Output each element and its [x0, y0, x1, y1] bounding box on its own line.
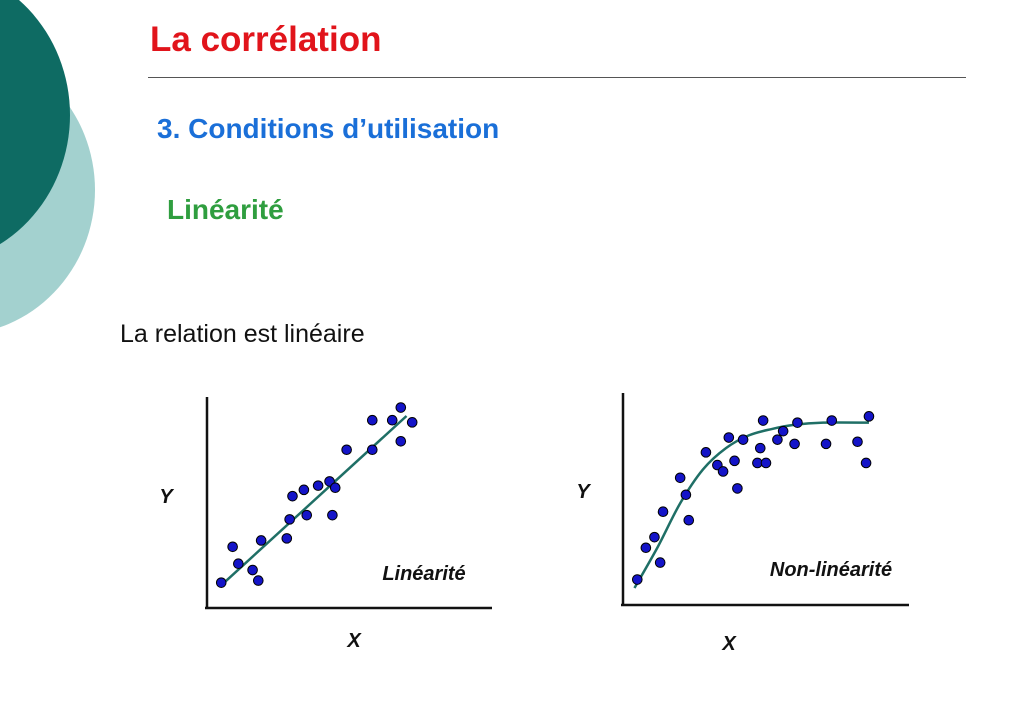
data-point — [674, 472, 686, 484]
data-point — [729, 455, 740, 467]
data-point — [792, 417, 803, 428]
data-point — [395, 402, 407, 413]
data-point — [312, 480, 324, 491]
data-point — [341, 444, 352, 456]
data-point — [852, 436, 863, 448]
data-point — [654, 557, 666, 568]
data-point — [777, 425, 789, 437]
data-point — [301, 509, 313, 521]
data-point — [233, 558, 244, 569]
data-point — [820, 438, 832, 450]
data-point — [298, 484, 310, 496]
data-point — [700, 447, 712, 458]
data-point — [826, 415, 838, 426]
data-point — [287, 490, 298, 502]
chart-label: Non-linéarité — [770, 559, 892, 581]
data-point — [406, 417, 418, 428]
data-point — [732, 483, 743, 494]
data-point — [367, 414, 378, 426]
data-point — [789, 438, 800, 450]
data-point — [255, 535, 267, 546]
data-point — [657, 506, 669, 518]
data-point — [863, 411, 875, 422]
data-point — [737, 434, 749, 445]
data-point — [760, 457, 772, 469]
section-title: 3. Conditions d’utilisation — [157, 113, 500, 144]
data-point — [632, 574, 643, 585]
data-point — [281, 533, 293, 544]
data-point — [247, 564, 258, 576]
decorative-circles — [0, 0, 120, 360]
data-point — [395, 436, 407, 447]
nonlinear-scatter-chart: Y X Non-linéarité — [576, 393, 909, 655]
title-divider — [148, 77, 966, 78]
slide-title: La corrélation — [150, 20, 382, 59]
data-point — [772, 434, 783, 445]
x-axis-label: X — [721, 633, 737, 655]
data-point — [757, 415, 769, 426]
data-point — [215, 577, 227, 588]
trend-curve — [633, 421, 869, 589]
data-point — [680, 489, 692, 501]
data-point — [723, 432, 735, 443]
data-point — [649, 531, 660, 543]
data-point — [860, 457, 872, 469]
data-point — [717, 466, 729, 477]
data-point — [754, 442, 766, 454]
x-axis-label: X — [346, 630, 362, 652]
data-point — [284, 514, 295, 525]
data-point — [386, 414, 398, 426]
linear-scatter-chart: Y X Linéarité — [159, 397, 492, 652]
data-point — [683, 514, 695, 526]
y-axis-label: Y — [576, 481, 591, 503]
data-point — [329, 482, 341, 494]
data-point — [252, 575, 264, 586]
data-point — [640, 542, 652, 554]
data-point — [367, 444, 378, 456]
chart-label: Linéarité — [382, 563, 465, 585]
data-point — [227, 541, 238, 553]
statement-text: La relation est linéaire — [120, 320, 365, 348]
data-point — [327, 509, 338, 521]
section-heading: Linéarité — [167, 194, 284, 225]
y-axis-label: Y — [159, 486, 174, 508]
trend-line — [223, 415, 408, 584]
